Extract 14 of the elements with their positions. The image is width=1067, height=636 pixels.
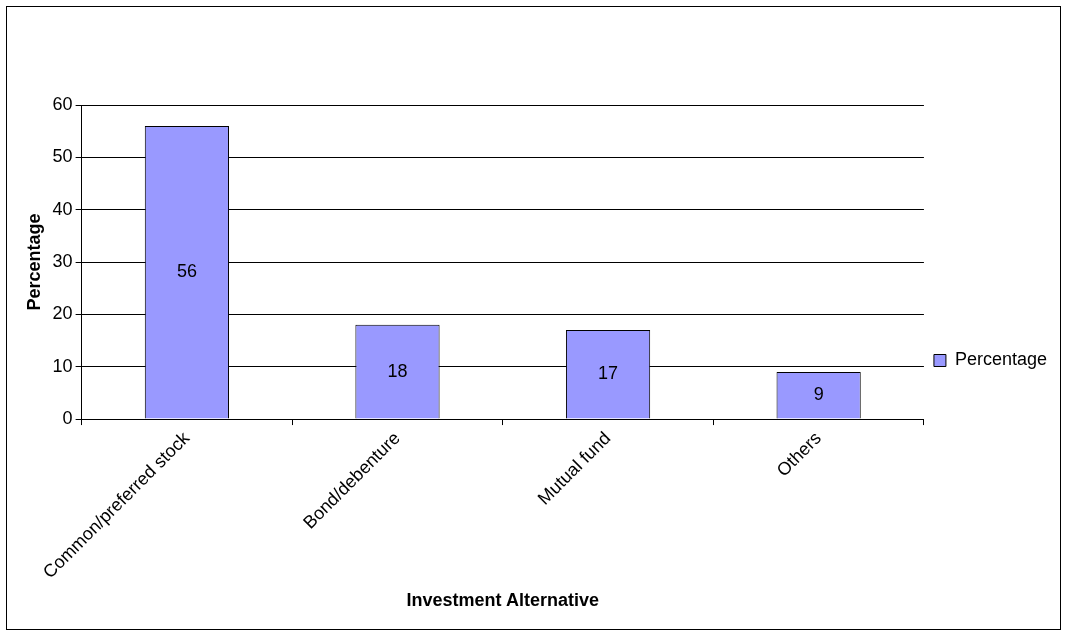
y-axis-title: Percentage <box>23 213 44 311</box>
y-tick-label: 30 <box>52 251 73 271</box>
y-tick-label: 0 <box>62 408 73 429</box>
data-label: 17 <box>598 363 619 384</box>
x-axis-title: Investment Alternative <box>406 590 599 611</box>
y-tick-label: 10 <box>52 355 73 376</box>
legend-label: Percentage <box>954 349 1048 370</box>
data-label: 9 <box>813 384 824 405</box>
data-label: 56 <box>176 261 197 282</box>
y-tick-label: 40 <box>52 198 73 219</box>
data-label: 18 <box>387 360 408 381</box>
y-tick-label: 20 <box>52 303 73 324</box>
y-tick-label: 50 <box>52 146 73 167</box>
y-tick-label: 60 <box>52 93 73 114</box>
